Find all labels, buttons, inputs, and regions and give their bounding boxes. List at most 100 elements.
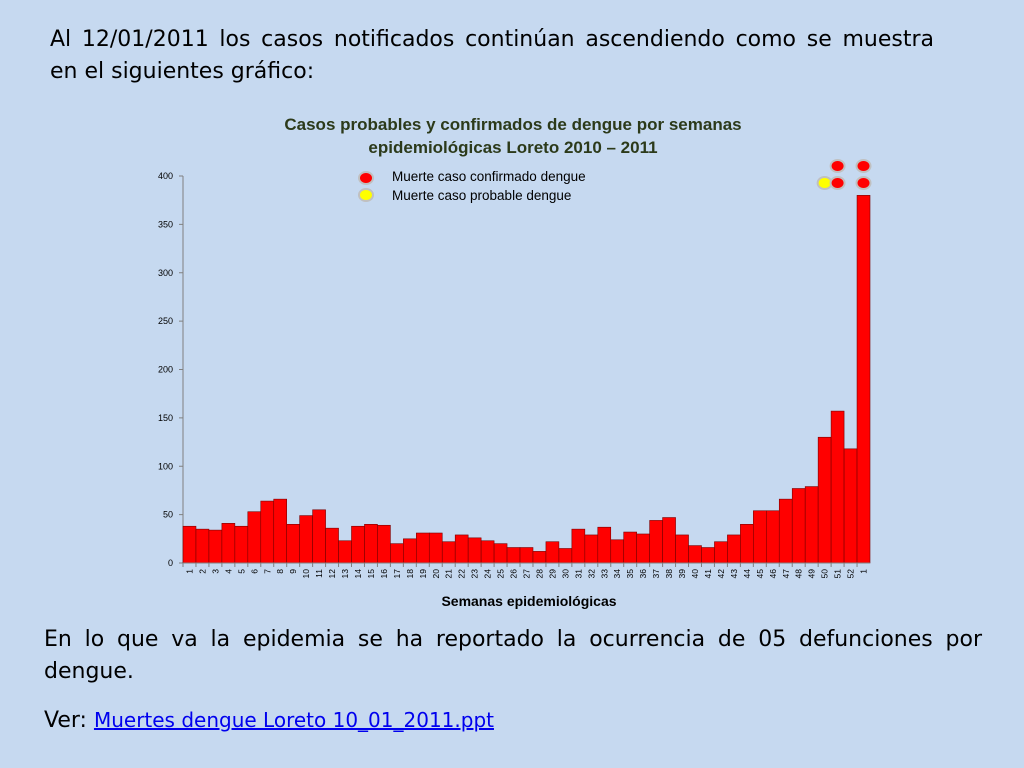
intro-paragraph: Al 12/01/2011 los casos notificados cont… [50, 27, 934, 84]
bar-week-51 [830, 410, 845, 564]
x-tick-label: 43 [729, 569, 739, 579]
x-tick-label: 50 [820, 569, 830, 579]
bar-week-18 [403, 538, 417, 564]
bar-week-26 [506, 547, 521, 564]
bar-week-14 [351, 525, 365, 564]
bar-week-35 [623, 531, 637, 564]
bar-week-17 [390, 543, 404, 564]
death-markers [816, 159, 872, 190]
x-tick-label: 33 [599, 569, 609, 579]
x-tick-label: 18 [405, 569, 415, 579]
probable-death-marker [816, 176, 833, 190]
x-tick-label: 5 [236, 569, 246, 574]
y-tick-label: 100 [158, 461, 173, 471]
bar-week-43 [727, 534, 741, 564]
x-tick-label: 32 [586, 569, 596, 579]
bar-week-44 [740, 523, 754, 564]
legend: Muerte caso confirmado dengue Muerte cas… [358, 169, 586, 203]
bar-week-12 [325, 527, 339, 564]
bar-week-38 [662, 517, 676, 564]
x-tick-label: 11 [314, 569, 324, 578]
bar-week-9 [286, 523, 300, 564]
x-tick-label: 40 [690, 569, 700, 579]
x-tick-label: 38 [664, 569, 674, 579]
bar-week-21 [441, 541, 456, 564]
x-tick-label: 49 [807, 569, 817, 579]
bar-week-13 [338, 540, 352, 564]
x-tick-label: 37 [651, 569, 661, 579]
confirmed-death-marker [829, 176, 846, 190]
x-tick-label: 9 [288, 569, 298, 574]
x-tick-label: 4 [223, 569, 233, 574]
x-tick-label: 45 [755, 569, 765, 579]
x-tick-label: 17 [392, 569, 402, 579]
x-tick-label: 26 [509, 569, 519, 579]
x-tick-label: 39 [677, 569, 687, 579]
x-tick-label: 7 [262, 569, 272, 574]
x-tick-label: 28 [534, 569, 544, 579]
x-tick-label: 19 [418, 569, 428, 579]
legend-probable-death-label: Muerte caso probable dengue [392, 188, 571, 203]
bar-week-1 [182, 525, 197, 564]
x-tick-label: 31 [573, 569, 583, 579]
see-also-line: Ver: Muertes dengue Loreto 10_01_2011.pp… [44, 708, 494, 733]
bar-week-46 [765, 510, 780, 564]
x-axis-title: Semanas epidemiológicas [441, 593, 616, 609]
x-tick-label: 13 [340, 569, 350, 579]
bar-week-23 [467, 537, 482, 564]
x-tick-label: 35 [625, 569, 635, 579]
bar-week-48 [791, 488, 806, 564]
legend-confirmed-death-label: Muerte caso confirmado dengue [392, 169, 586, 184]
bar-week-40 [688, 545, 702, 564]
confirmed-death-marker [855, 159, 872, 173]
y-tick-label: 200 [158, 365, 173, 375]
bar-week-8 [273, 498, 287, 564]
bar-week-24 [480, 540, 495, 564]
y-tick-label: 400 [158, 171, 173, 181]
bar-week-50 [817, 436, 832, 564]
chart-title-line-2: epidemiológicas Loreto 2010 – 2011 [368, 138, 657, 157]
bar-week-53 [856, 195, 871, 564]
x-tick-label: 48 [794, 569, 804, 579]
x-tick-label: 10 [301, 569, 311, 579]
x-tick-label: 16 [379, 569, 389, 579]
bar-week-11 [312, 509, 326, 564]
bar-week-25 [493, 543, 508, 564]
bar-week-34 [610, 539, 625, 564]
bar-week-41 [701, 547, 715, 564]
x-tick-label: 42 [716, 569, 726, 579]
x-tick-label: 27 [522, 569, 532, 579]
x-tick-label: 30 [560, 569, 570, 579]
bar-week-3 [208, 529, 223, 564]
x-tick-label: 36 [638, 569, 648, 579]
bar-week-36 [636, 533, 650, 564]
bars [182, 195, 871, 564]
x-tick-label: 3 [210, 569, 220, 574]
deaths-presentation-link[interactable]: Muertes dengue Loreto 10_01_2011.ppt [93, 708, 494, 732]
bar-week-7 [260, 500, 275, 564]
bar-week-52 [843, 448, 858, 564]
chart-title-line-1: Casos probables y confirmados de dengue … [284, 115, 741, 134]
x-axis: 1 2 3 4 5 6 7 8 9 10 11 12 13 14 15 16 17 18 19 20 21 22 23 24 2… [182, 562, 870, 579]
x-tick-label: 47 [781, 569, 791, 579]
x-tick-label: 51 [833, 569, 843, 579]
bar-week-37 [649, 520, 663, 564]
y-tick-label: 250 [158, 316, 173, 326]
bar-week-4 [221, 523, 236, 564]
confirmed-death-marker [829, 159, 846, 173]
bar-week-16 [377, 524, 391, 564]
bar-week-47 [778, 498, 793, 564]
y-tick-label: 150 [158, 413, 173, 423]
bar-week-19 [416, 532, 430, 564]
bar-week-2 [195, 528, 210, 564]
x-tick-label: 8 [275, 569, 285, 574]
y-tick-label: 350 [158, 219, 173, 229]
bar-week-32 [584, 534, 599, 564]
bar-week-5 [234, 525, 249, 564]
y-tick-label: 50 [163, 510, 173, 520]
bar-week-49 [804, 486, 819, 564]
x-tick-label: 21 [444, 569, 454, 579]
x-tick-label: 20 [431, 569, 441, 579]
x-tick-label: 41 [703, 569, 713, 579]
